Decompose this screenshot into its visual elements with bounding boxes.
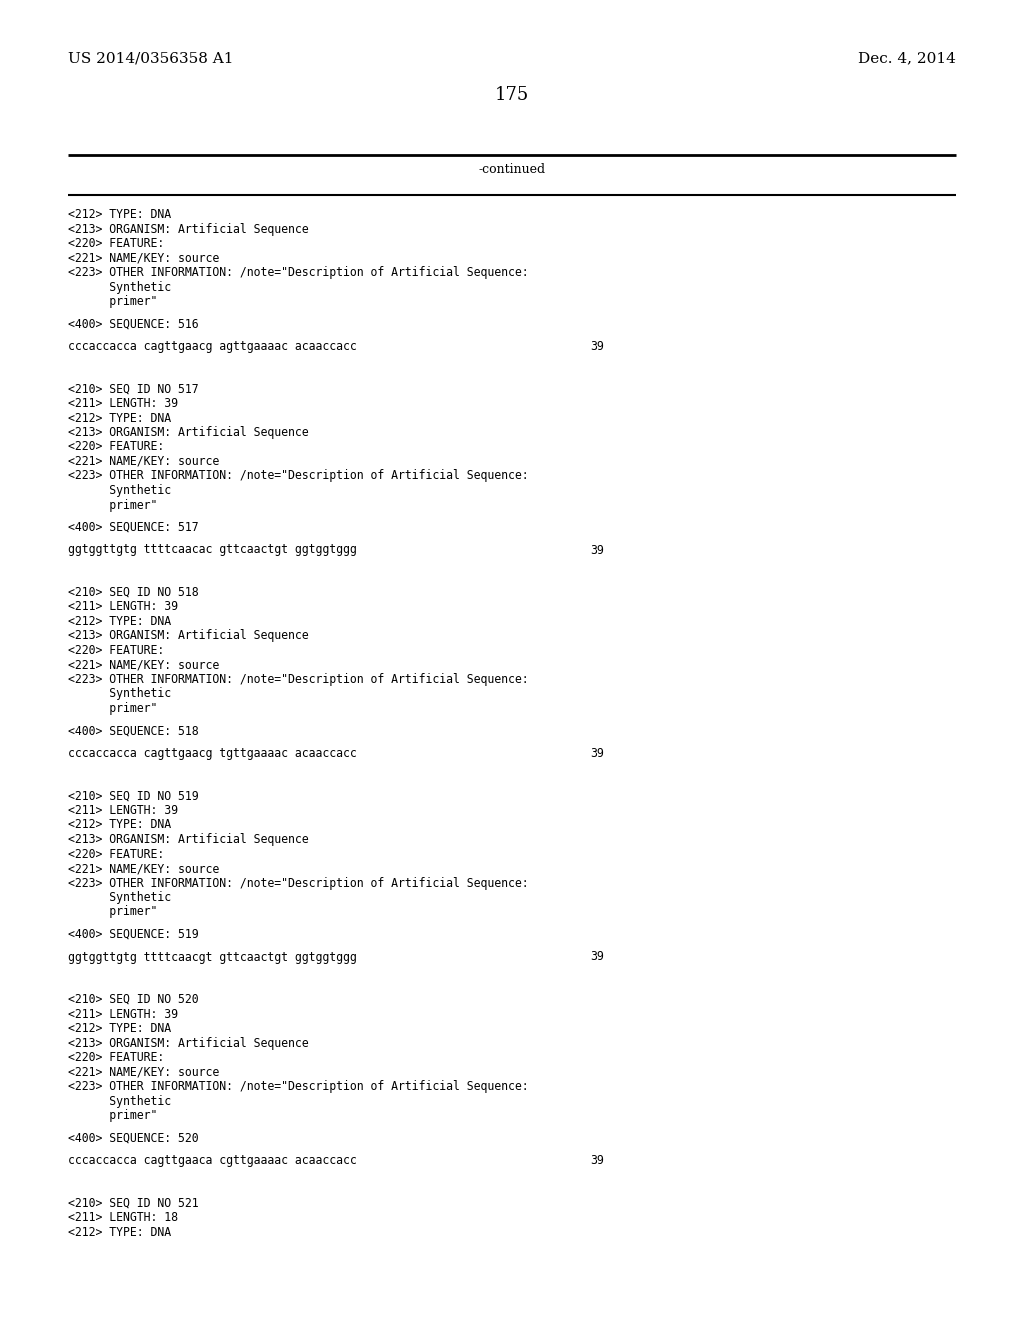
Text: Synthetic: Synthetic <box>68 281 171 293</box>
Text: <212> TYPE: DNA: <212> TYPE: DNA <box>68 1022 171 1035</box>
Text: cccaccacca cagttgaaca cgttgaaaac acaaccacc: cccaccacca cagttgaaca cgttgaaaac acaacca… <box>68 1154 356 1167</box>
Text: <221> NAME/KEY: source: <221> NAME/KEY: source <box>68 659 219 672</box>
Text: <220> FEATURE:: <220> FEATURE: <box>68 238 164 249</box>
Text: <220> FEATURE:: <220> FEATURE: <box>68 644 164 657</box>
Text: <211> LENGTH: 39: <211> LENGTH: 39 <box>68 397 178 411</box>
Text: <221> NAME/KEY: source: <221> NAME/KEY: source <box>68 455 219 469</box>
Text: <213> ORGANISM: Artificial Sequence: <213> ORGANISM: Artificial Sequence <box>68 426 308 440</box>
Text: <212> TYPE: DNA: <212> TYPE: DNA <box>68 615 171 628</box>
Text: cccaccacca cagttgaacg tgttgaaaac acaaccacc: cccaccacca cagttgaacg tgttgaaaac acaacca… <box>68 747 356 760</box>
Text: primer": primer" <box>68 294 158 308</box>
Text: <221> NAME/KEY: source: <221> NAME/KEY: source <box>68 1065 219 1078</box>
Text: <400> SEQUENCE: 518: <400> SEQUENCE: 518 <box>68 725 199 738</box>
Text: <400> SEQUENCE: 516: <400> SEQUENCE: 516 <box>68 318 199 330</box>
Text: Synthetic: Synthetic <box>68 1094 171 1107</box>
Text: <210> SEQ ID NO 519: <210> SEQ ID NO 519 <box>68 789 199 803</box>
Text: Dec. 4, 2014: Dec. 4, 2014 <box>858 51 956 65</box>
Text: -continued: -continued <box>478 162 546 176</box>
Text: <213> ORGANISM: Artificial Sequence: <213> ORGANISM: Artificial Sequence <box>68 223 308 235</box>
Text: primer": primer" <box>68 702 158 715</box>
Text: Synthetic: Synthetic <box>68 688 171 701</box>
Text: <210> SEQ ID NO 518: <210> SEQ ID NO 518 <box>68 586 199 599</box>
Text: Synthetic: Synthetic <box>68 484 171 498</box>
Text: <223> OTHER INFORMATION: /note="Description of Artificial Sequence:: <223> OTHER INFORMATION: /note="Descript… <box>68 673 528 686</box>
Text: <211> LENGTH: 39: <211> LENGTH: 39 <box>68 804 178 817</box>
Text: <220> FEATURE:: <220> FEATURE: <box>68 441 164 454</box>
Text: <220> FEATURE:: <220> FEATURE: <box>68 1051 164 1064</box>
Text: <223> OTHER INFORMATION: /note="Description of Artificial Sequence:: <223> OTHER INFORMATION: /note="Descript… <box>68 876 528 890</box>
Text: 39: 39 <box>590 341 604 352</box>
Text: primer": primer" <box>68 906 158 919</box>
Text: 39: 39 <box>590 544 604 557</box>
Text: <210> SEQ ID NO 520: <210> SEQ ID NO 520 <box>68 993 199 1006</box>
Text: <211> LENGTH: 39: <211> LENGTH: 39 <box>68 1007 178 1020</box>
Text: Synthetic: Synthetic <box>68 891 171 904</box>
Text: <212> TYPE: DNA: <212> TYPE: DNA <box>68 209 171 220</box>
Text: 39: 39 <box>590 950 604 964</box>
Text: <400> SEQUENCE: 519: <400> SEQUENCE: 519 <box>68 928 199 941</box>
Text: <210> SEQ ID NO 517: <210> SEQ ID NO 517 <box>68 383 199 396</box>
Text: 175: 175 <box>495 86 529 104</box>
Text: <210> SEQ ID NO 521: <210> SEQ ID NO 521 <box>68 1196 199 1209</box>
Text: <220> FEATURE:: <220> FEATURE: <box>68 847 164 861</box>
Text: <400> SEQUENCE: 520: <400> SEQUENCE: 520 <box>68 1131 199 1144</box>
Text: <211> LENGTH: 39: <211> LENGTH: 39 <box>68 601 178 614</box>
Text: <223> OTHER INFORMATION: /note="Description of Artificial Sequence:: <223> OTHER INFORMATION: /note="Descript… <box>68 470 528 483</box>
Text: cccaccacca cagttgaacg agttgaaaac acaaccacc: cccaccacca cagttgaacg agttgaaaac acaacca… <box>68 341 356 352</box>
Text: US 2014/0356358 A1: US 2014/0356358 A1 <box>68 51 233 65</box>
Text: <223> OTHER INFORMATION: /note="Description of Artificial Sequence:: <223> OTHER INFORMATION: /note="Descript… <box>68 1080 528 1093</box>
Text: <213> ORGANISM: Artificial Sequence: <213> ORGANISM: Artificial Sequence <box>68 1036 308 1049</box>
Text: <221> NAME/KEY: source: <221> NAME/KEY: source <box>68 252 219 264</box>
Text: <223> OTHER INFORMATION: /note="Description of Artificial Sequence:: <223> OTHER INFORMATION: /note="Descript… <box>68 267 528 279</box>
Text: 39: 39 <box>590 1154 604 1167</box>
Text: <213> ORGANISM: Artificial Sequence: <213> ORGANISM: Artificial Sequence <box>68 833 308 846</box>
Text: <211> LENGTH: 18: <211> LENGTH: 18 <box>68 1210 178 1224</box>
Text: primer": primer" <box>68 499 158 511</box>
Text: <221> NAME/KEY: source: <221> NAME/KEY: source <box>68 862 219 875</box>
Text: 39: 39 <box>590 747 604 760</box>
Text: <400> SEQUENCE: 517: <400> SEQUENCE: 517 <box>68 521 199 535</box>
Text: primer": primer" <box>68 1109 158 1122</box>
Text: ggtggttgtg ttttcaacgt gttcaactgt ggtggtggg: ggtggttgtg ttttcaacgt gttcaactgt ggtggtg… <box>68 950 356 964</box>
Text: <212> TYPE: DNA: <212> TYPE: DNA <box>68 412 171 425</box>
Text: <212> TYPE: DNA: <212> TYPE: DNA <box>68 818 171 832</box>
Text: <212> TYPE: DNA: <212> TYPE: DNA <box>68 1225 171 1238</box>
Text: <213> ORGANISM: Artificial Sequence: <213> ORGANISM: Artificial Sequence <box>68 630 308 643</box>
Text: ggtggttgtg ttttcaacac gttcaactgt ggtggtggg: ggtggttgtg ttttcaacac gttcaactgt ggtggtg… <box>68 544 356 557</box>
